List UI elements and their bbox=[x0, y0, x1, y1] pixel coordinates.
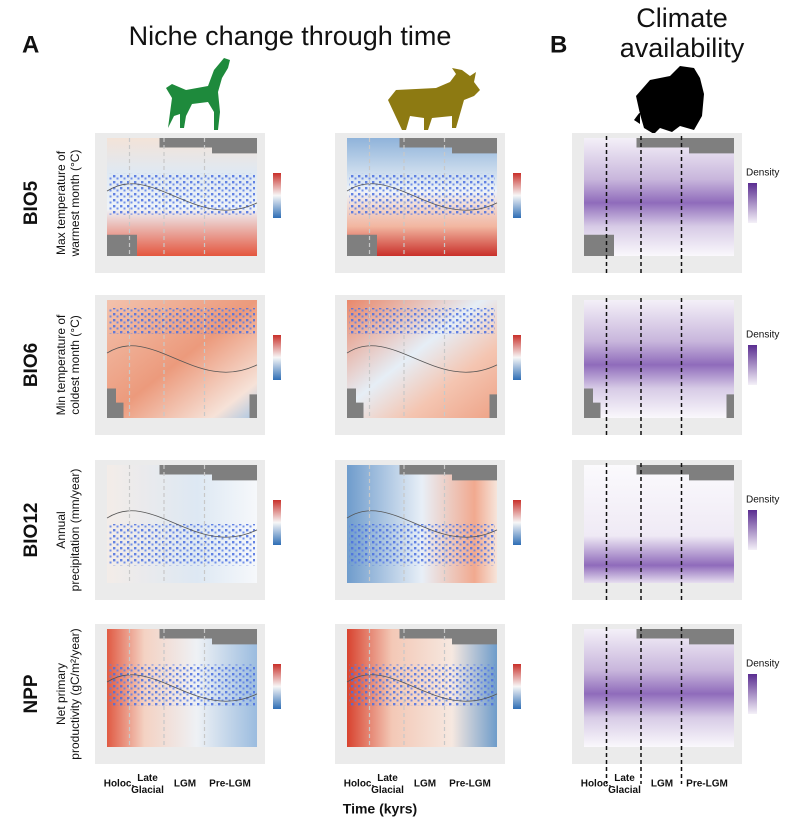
horse-icon bbox=[166, 58, 230, 130]
row-label: coldest month (°C) bbox=[68, 315, 82, 415]
europe-map bbox=[634, 66, 704, 134]
contour bbox=[346, 674, 498, 702]
row-label: Annual bbox=[54, 511, 68, 548]
period-label: Holoc. bbox=[581, 779, 612, 790]
no-data bbox=[159, 629, 257, 645]
no-data bbox=[584, 388, 734, 418]
period-label: Late Glacial bbox=[608, 773, 641, 796]
period-label: LGM bbox=[174, 779, 196, 790]
contour bbox=[106, 674, 258, 702]
no-data bbox=[159, 138, 257, 154]
contour bbox=[346, 345, 498, 373]
period-label: Holoc. bbox=[104, 779, 135, 790]
contour bbox=[346, 183, 498, 211]
panel-label: A bbox=[22, 31, 39, 58]
occurrences bbox=[349, 308, 495, 334]
no-data bbox=[347, 388, 497, 418]
no-data bbox=[347, 234, 377, 256]
period-label: Holoc. bbox=[344, 779, 375, 790]
occurrences bbox=[109, 308, 255, 334]
no-data bbox=[399, 629, 497, 645]
occurrences bbox=[349, 524, 495, 566]
heatmap bbox=[584, 465, 734, 583]
period-label: LGM bbox=[414, 779, 436, 790]
contour bbox=[106, 345, 258, 373]
no-data bbox=[399, 138, 497, 154]
title: Niche change through time bbox=[129, 21, 452, 51]
legend-title: Density bbox=[746, 659, 779, 670]
panel-label: B bbox=[550, 31, 567, 58]
row-label: precipitation (mm/year) bbox=[68, 469, 82, 592]
title: Climate bbox=[636, 3, 728, 33]
period-label: Pre-LGM bbox=[449, 779, 491, 790]
colorbar bbox=[513, 173, 521, 218]
colorbar bbox=[273, 335, 281, 380]
period-label: LGM bbox=[651, 779, 673, 790]
colorbar bbox=[273, 664, 281, 709]
row-label: Net primary bbox=[54, 663, 68, 725]
row-code: NPP bbox=[21, 674, 42, 713]
row-label: productivity (gC/m²/year) bbox=[68, 628, 82, 759]
colorbar bbox=[513, 335, 521, 380]
row-label: warmest month (°C) bbox=[68, 150, 82, 258]
occurrences bbox=[349, 664, 495, 706]
no-data bbox=[636, 138, 734, 154]
no-data bbox=[399, 465, 497, 481]
no-data bbox=[159, 465, 257, 481]
legend-title: Density bbox=[746, 168, 779, 179]
colorbar bbox=[748, 674, 757, 714]
x-axis-label: Time (kyrs) bbox=[343, 801, 417, 817]
row-label: Min temperature of bbox=[54, 314, 68, 415]
contour bbox=[346, 510, 498, 538]
row-code: BIO12 bbox=[21, 503, 42, 558]
occurrences bbox=[109, 664, 255, 706]
row-code: BIO5 bbox=[21, 180, 42, 225]
bull-icon bbox=[388, 68, 480, 130]
colorbar bbox=[748, 510, 757, 550]
no-data bbox=[636, 629, 734, 645]
occurrences bbox=[349, 173, 495, 215]
row-label: Max temperature of bbox=[54, 150, 68, 255]
title: availability bbox=[620, 33, 745, 63]
no-data bbox=[636, 465, 734, 481]
colorbar bbox=[513, 664, 521, 709]
period-label: Pre-LGM bbox=[209, 779, 251, 790]
contour bbox=[106, 510, 258, 538]
no-data bbox=[107, 234, 137, 256]
occurrences bbox=[109, 173, 255, 215]
colorbar bbox=[748, 345, 757, 385]
colorbar bbox=[273, 173, 281, 218]
row-code: BIO6 bbox=[21, 343, 42, 387]
no-data bbox=[107, 388, 257, 418]
contour bbox=[106, 183, 258, 211]
colorbar bbox=[748, 183, 757, 223]
colorbar bbox=[273, 500, 281, 545]
period-label: Pre-LGM bbox=[686, 779, 728, 790]
legend-title: Density bbox=[746, 330, 779, 341]
heatmap bbox=[584, 300, 734, 418]
no-data bbox=[584, 234, 614, 256]
occurrences bbox=[109, 524, 255, 566]
legend-title: Density bbox=[746, 495, 779, 506]
colorbar bbox=[513, 500, 521, 545]
heatmap bbox=[584, 629, 734, 747]
period-label: Late Glacial bbox=[371, 773, 404, 796]
period-label: Late Glacial bbox=[131, 773, 164, 796]
